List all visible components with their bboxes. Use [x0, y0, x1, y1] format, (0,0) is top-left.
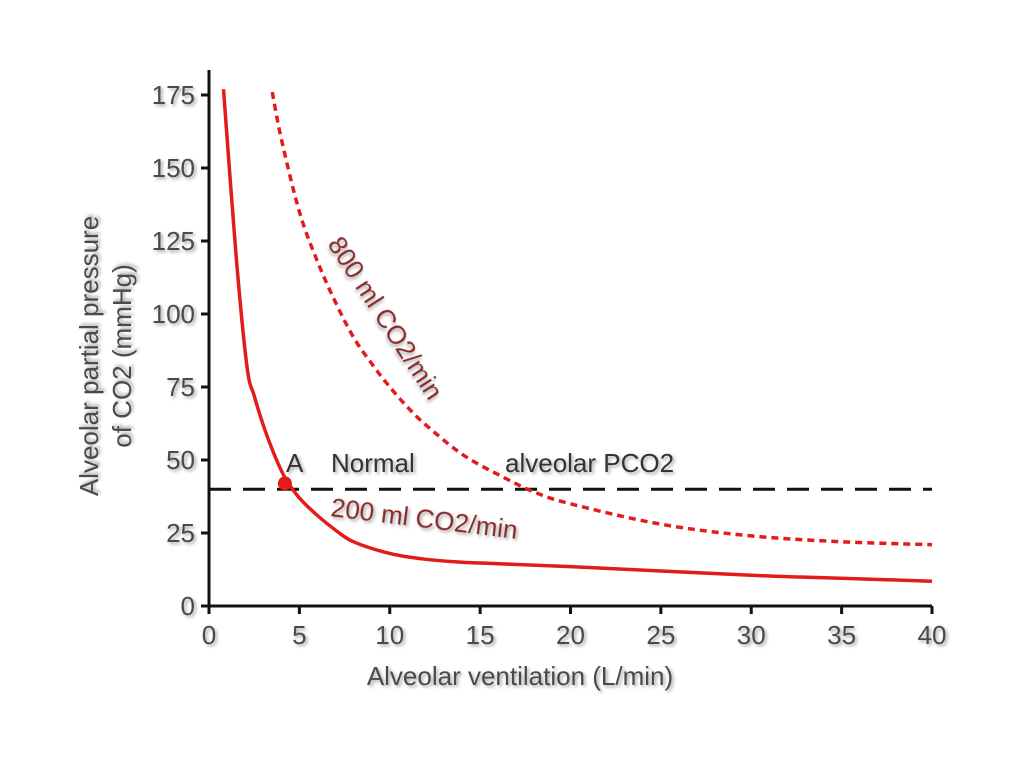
normal-label: Normal	[331, 448, 415, 478]
x-tick-label: 5	[292, 620, 306, 650]
y-axis-title-line-2: of CO2 (mmHg)	[107, 264, 137, 447]
x-tick-label: 40	[918, 620, 947, 650]
y-tick-label: 125	[152, 226, 195, 256]
x-tick-label: 20	[556, 620, 585, 650]
y-tick-label: 50	[166, 445, 195, 475]
x-tick-label: 35	[827, 620, 856, 650]
curve-800-label: 800 ml CO2/min	[322, 231, 449, 405]
y-tick-label: 150	[152, 153, 195, 183]
point-a-marker	[277, 476, 292, 491]
y-tick-label: 75	[166, 372, 195, 402]
y-axis-title-line-1: Alveolar partial pressure	[74, 216, 104, 496]
alveolar-pco2-label: alveolar PCO2	[505, 448, 674, 478]
point-a-label: A	[286, 448, 304, 478]
x-tick-label: 0	[202, 620, 216, 650]
series-200-ml-curve	[221, 89, 933, 583]
y-tick-label: 100	[152, 299, 195, 329]
x-ticks: 0 5 10 15 20 25 30 35 40	[202, 606, 947, 650]
y-tick-label: 175	[152, 80, 195, 110]
curve-200-label: 200 ml CO2/min	[329, 492, 519, 545]
x-tick-label: 15	[466, 620, 495, 650]
series-800-ml-curve	[270, 91, 933, 547]
y-tick-label: 25	[166, 518, 195, 548]
x-axis-title: Alveolar ventilation (L/min)	[367, 661, 673, 691]
x-tick-label: 30	[737, 620, 766, 650]
y-ticks: 0 25 50 75 100 125 150 175	[152, 80, 209, 621]
x-tick-label: 10	[375, 620, 404, 650]
y-tick-label: 0	[181, 591, 195, 621]
x-tick-label: 25	[646, 620, 675, 650]
